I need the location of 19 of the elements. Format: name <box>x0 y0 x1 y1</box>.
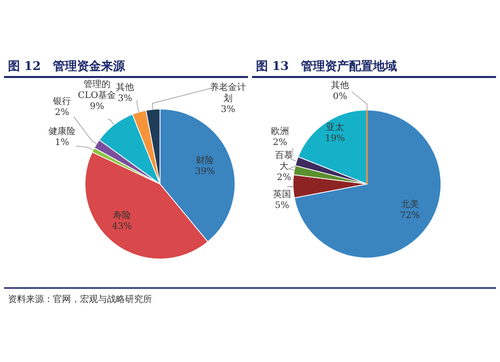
data-label: 3% <box>220 105 236 115</box>
slice-label: 健康险 <box>48 126 76 137</box>
data-label: 1% <box>54 138 70 148</box>
data-label: 2% <box>276 173 292 183</box>
text: 资料来源：官网，宏观与战略研究所 <box>8 294 152 305</box>
data-label: 3% <box>118 94 133 104</box>
slice-label: 欧洲 <box>271 126 289 137</box>
slice-label: 管理的CLO基金 <box>78 79 116 101</box>
slice-label: 百慕大 <box>275 150 293 172</box>
data-label: 5% <box>274 201 290 211</box>
data-label: 2% <box>272 138 288 148</box>
slice-label: 其他 <box>116 82 134 93</box>
data-label: 2% <box>54 108 70 118</box>
data-label: 9% <box>90 102 105 112</box>
slice-label: 养老金计划 <box>210 82 246 104</box>
chart-title: 图 13 管理资产配置地域 <box>256 59 397 73</box>
chart-title: 图 12 管理资金来源 <box>8 59 126 73</box>
slice-label: 银行 <box>52 96 71 107</box>
slice-label: 英国 <box>273 189 291 200</box>
